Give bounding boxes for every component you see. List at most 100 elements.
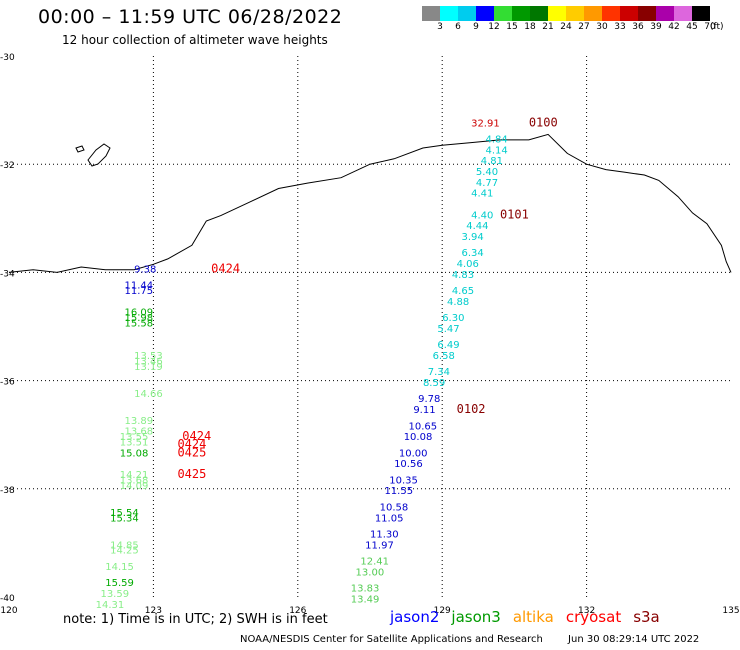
wave-height-value: 14.31 [96,600,125,611]
legend-swatch [512,6,530,21]
legend-label: 15 [506,22,518,32]
legend-swatch [458,6,476,21]
wave-height-value: 15.58 [125,319,154,330]
legend-label: 24 [560,22,572,32]
wave-height-value: 16.09 [125,308,154,319]
satellite-legend: jason2 jason3 altika cryosat s3a [390,608,672,626]
wave-height-value: 11.44 [125,281,154,292]
pass-time-label: 0100 [529,115,558,129]
satellite-name: s3a [633,608,660,626]
wave-height-value: 6.34 [461,248,483,259]
pass-time-label: 0424 [211,261,240,275]
lat-tick-label: -40 [0,594,15,604]
legend-swatch [692,6,710,21]
wave-height-value: 10.65 [409,421,438,432]
island [87,143,111,167]
legend-swatch [566,6,584,21]
lon-tick-label: 123 [145,606,162,616]
lat-tick-label: -34 [0,269,15,279]
wave-height-value: 14.21 [120,470,149,481]
wave-height-value: 10.08 [404,432,433,443]
lon-tick-label: 132 [578,606,595,616]
legend-swatch [530,6,548,21]
wave-height-value: 9.38 [134,264,156,275]
legend-label: 12 [488,22,500,32]
satellite-name: jason2 [390,608,440,626]
legend-swatch [620,6,638,21]
legend-label: 3 [437,22,443,32]
wave-height-value: 4.44 [466,221,488,232]
map-title: 00:00 – 11:59 UTC 06/28/2022 [38,6,343,28]
wave-height-value: 11.75 [125,286,154,297]
island [75,145,85,153]
credit-line: NOAA/NESDIS Center for Satellite Applica… [240,634,699,645]
wave-height-value: 11.97 [365,540,394,551]
wave-height-value: 13.51 [120,438,149,449]
wave-height-value: 13.68 [120,475,149,486]
wave-height-value: 13.68 [125,427,154,438]
legend-label: 27 [578,22,590,32]
wave-height-value: 9.78 [418,394,440,405]
wave-height-value: 11.30 [370,529,399,540]
map-subtitle: 12 hour collection of altimeter wave hei… [62,33,328,47]
legend-label: 30 [596,22,608,32]
wave-height-value: 11.05 [375,513,404,524]
wave-height-value: 4.40 [471,210,493,221]
lon-tick-label: 126 [289,606,306,616]
wave-height-value: 32.91 [471,118,500,129]
wave-height-value: 13.46 [134,356,163,367]
wave-height-value: 13.49 [351,594,380,605]
wave-height-value: 4.77 [476,178,498,189]
satellite-name: jason3 [451,608,501,626]
wave-height-value: 13.59 [100,589,129,600]
wave-height-value: 3.94 [461,232,483,243]
legend-label: 39 [650,22,662,32]
wave-height-value: 10.00 [399,448,428,459]
legend-swatch [422,6,440,21]
legend-swatch [638,6,656,21]
wave-height-value: 13.19 [134,362,163,373]
legend-label: 18 [524,22,536,32]
lon-tick-label: 120 [0,606,17,616]
timestamp: Jun 30 08:29:14 UTC 2022 [568,634,700,645]
wave-height-value: 9.11 [413,405,435,416]
legend-swatch [674,6,692,21]
legend-label: 42 [668,22,680,32]
legend-swatch [602,6,620,21]
wave-height-value: 10.56 [394,459,423,470]
legend-swatch [656,6,674,21]
wave-height-value: 14.09 [120,481,149,492]
legend-label: 33 [614,22,626,32]
legend-swatch [440,6,458,21]
wave-height-value: 6.58 [433,351,455,362]
legend-swatch [548,6,566,21]
wave-height-value: 13.53 [134,351,163,362]
wave-height-value: 15.59 [105,578,134,589]
wave-height-value: 14.85 [110,540,139,551]
legend-label: 36 [632,22,644,32]
wave-height-value: 14.15 [105,562,134,573]
pass-time-label: 0424 [182,429,211,443]
wave-height-value: 13.89 [125,416,154,427]
wave-height-value: 14.66 [134,389,163,400]
wave-height-value: 15.34 [110,513,139,524]
coastline [8,133,732,273]
legend-swatch [584,6,602,21]
wave-height-value: 11.55 [384,486,413,497]
credit-text: NOAA/NESDIS Center for Satellite Applica… [240,634,543,645]
legend-label: 9 [473,22,479,32]
lat-tick-label: -30 [0,53,15,63]
wave-height-value: 4.83 [452,270,474,281]
wave-height-value: 6.30 [442,313,464,324]
legend-label: 21 [542,22,554,32]
legend-label: 6 [455,22,461,32]
pass-time-label: 0424 [177,437,206,451]
wave-height-value: 4.65 [452,286,474,297]
wave-height-value: 12.41 [360,557,389,568]
wave-height-value: 4.06 [457,259,479,270]
lon-tick-label: 129 [434,606,451,616]
pass-time-label: 0425 [177,445,206,459]
legend-label: 45 [686,22,698,32]
wave-height-value: 5.47 [437,324,459,335]
